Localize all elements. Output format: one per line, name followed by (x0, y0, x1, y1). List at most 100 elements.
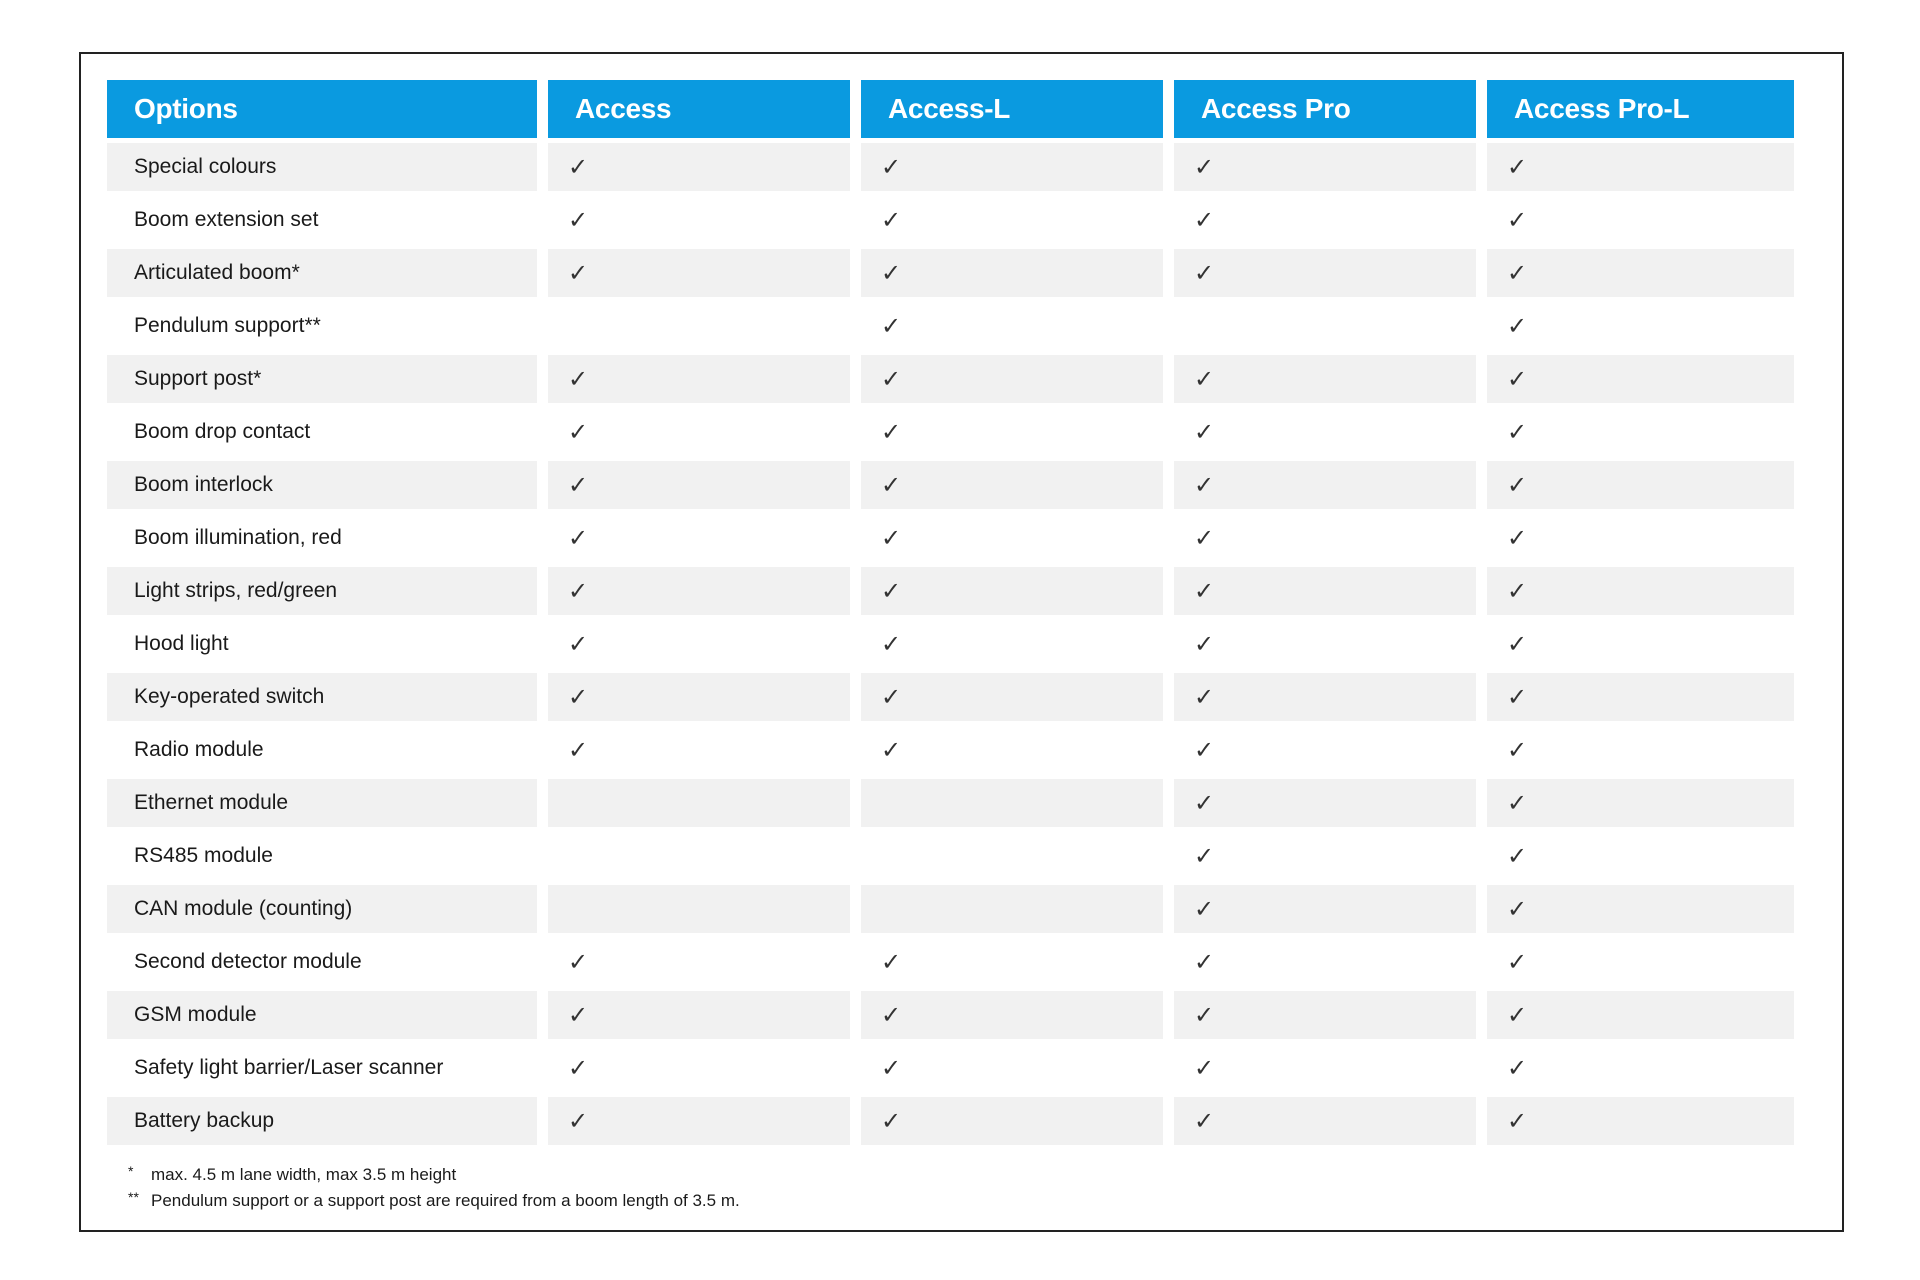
option-label: Radio module (107, 726, 537, 774)
option-label: Second detector module (107, 938, 537, 986)
check-icon: ✓ (861, 567, 1163, 615)
check-icon: ✓ (861, 143, 1163, 191)
table-row: RS485 module ✓ ✓ (107, 832, 1794, 880)
option-label: Support post* (107, 355, 537, 403)
check-icon: ✓ (548, 355, 850, 403)
check-icon: ✓ (861, 249, 1163, 297)
check-icon: ✓ (1174, 673, 1476, 721)
empty-cell (548, 885, 850, 933)
footnote: ** Pendulum support or a support post ar… (128, 1188, 740, 1214)
footnote-mark: * (128, 1163, 134, 1179)
option-label: Ethernet module (107, 779, 537, 827)
check-icon: ✓ (1174, 355, 1476, 403)
header-row: Options Access Access-L Access Pro Acces… (107, 80, 1794, 138)
empty-cell (548, 302, 850, 350)
option-label: Boom extension set (107, 196, 537, 244)
check-icon: ✓ (548, 620, 850, 668)
check-icon: ✓ (548, 567, 850, 615)
check-icon: ✓ (1487, 461, 1794, 509)
check-icon: ✓ (1487, 885, 1794, 933)
empty-cell (861, 832, 1163, 880)
table-row: GSM module ✓ ✓ ✓ ✓ (107, 991, 1794, 1039)
empty-cell (861, 779, 1163, 827)
option-label: Hood light (107, 620, 537, 668)
check-icon: ✓ (1174, 461, 1476, 509)
check-icon: ✓ (861, 726, 1163, 774)
option-label: Key-operated switch (107, 673, 537, 721)
check-icon: ✓ (548, 514, 850, 562)
check-icon: ✓ (1487, 726, 1794, 774)
check-icon: ✓ (1174, 885, 1476, 933)
check-icon: ✓ (861, 355, 1163, 403)
check-icon: ✓ (548, 461, 850, 509)
table-row: Support post* ✓ ✓ ✓ ✓ (107, 355, 1794, 403)
check-icon: ✓ (548, 196, 850, 244)
check-icon: ✓ (548, 938, 850, 986)
check-icon: ✓ (548, 249, 850, 297)
check-icon: ✓ (1174, 620, 1476, 668)
table-row: Boom extension set ✓ ✓ ✓ ✓ (107, 196, 1794, 244)
check-icon: ✓ (1174, 408, 1476, 456)
option-label: Light strips, red/green (107, 567, 537, 615)
check-icon: ✓ (548, 1044, 850, 1092)
option-label: Special colours (107, 143, 537, 191)
option-label: Boom drop contact (107, 408, 537, 456)
table-body: Special colours ✓ ✓ ✓ ✓ Boom extension set ✓ ✓ ✓… (107, 143, 1794, 1145)
check-icon: ✓ (1487, 991, 1794, 1039)
options-table: Options Access Access-L Access Pro Acces… (96, 75, 1805, 1150)
check-icon: ✓ (1174, 1097, 1476, 1145)
check-icon: ✓ (861, 196, 1163, 244)
header-access-pro: Access Pro (1174, 80, 1476, 138)
table-row: Safety light barrier/Laser scanner ✓ ✓ ✓ ✓ (107, 1044, 1794, 1092)
check-icon: ✓ (1487, 249, 1794, 297)
check-icon: ✓ (548, 143, 850, 191)
check-icon: ✓ (1487, 567, 1794, 615)
option-label: Pendulum support** (107, 302, 537, 350)
check-icon: ✓ (861, 408, 1163, 456)
option-label: Safety light barrier/Laser scanner (107, 1044, 537, 1092)
check-icon: ✓ (1174, 938, 1476, 986)
header-access: Access (548, 80, 850, 138)
table-row: Hood light ✓ ✓ ✓ ✓ (107, 620, 1794, 668)
table-row: Boom interlock ✓ ✓ ✓ ✓ (107, 461, 1794, 509)
check-icon: ✓ (1174, 726, 1476, 774)
check-icon: ✓ (861, 461, 1163, 509)
check-icon: ✓ (861, 938, 1163, 986)
table-row: Second detector module ✓ ✓ ✓ ✓ (107, 938, 1794, 986)
footnote-mark: ** (128, 1189, 139, 1205)
header-access-pro-l: Access Pro-L (1487, 80, 1794, 138)
check-icon: ✓ (1487, 408, 1794, 456)
document-frame (79, 52, 1844, 1232)
table-row: Radio module ✓ ✓ ✓ ✓ (107, 726, 1794, 774)
check-icon: ✓ (548, 673, 850, 721)
check-icon: ✓ (1174, 143, 1476, 191)
option-label: Articulated boom* (107, 249, 537, 297)
option-label: RS485 module (107, 832, 537, 880)
check-icon: ✓ (861, 1097, 1163, 1145)
check-icon: ✓ (1174, 249, 1476, 297)
table-row: CAN module (counting) ✓ ✓ (107, 885, 1794, 933)
check-icon: ✓ (1487, 355, 1794, 403)
table-row: Ethernet module ✓ ✓ (107, 779, 1794, 827)
option-label: Boom illumination, red (107, 514, 537, 562)
table-row: Boom illumination, red ✓ ✓ ✓ ✓ (107, 514, 1794, 562)
check-icon: ✓ (1174, 832, 1476, 880)
check-icon: ✓ (548, 726, 850, 774)
check-icon: ✓ (1487, 1044, 1794, 1092)
check-icon: ✓ (1487, 938, 1794, 986)
check-icon: ✓ (861, 673, 1163, 721)
check-icon: ✓ (861, 514, 1163, 562)
check-icon: ✓ (1487, 620, 1794, 668)
check-icon: ✓ (861, 620, 1163, 668)
header-access-l: Access-L (861, 80, 1163, 138)
check-icon: ✓ (548, 991, 850, 1039)
table-row: Boom drop contact ✓ ✓ ✓ ✓ (107, 408, 1794, 456)
check-icon: ✓ (1174, 567, 1476, 615)
footnote-text: Pendulum support or a support post are r… (151, 1191, 740, 1210)
check-icon: ✓ (548, 1097, 850, 1145)
footnotes: * max. 4.5 m lane width, max 3.5 m heigh… (128, 1162, 740, 1214)
check-icon: ✓ (1174, 991, 1476, 1039)
footnote: * max. 4.5 m lane width, max 3.5 m heigh… (128, 1162, 740, 1188)
check-icon: ✓ (1174, 514, 1476, 562)
check-icon: ✓ (861, 991, 1163, 1039)
